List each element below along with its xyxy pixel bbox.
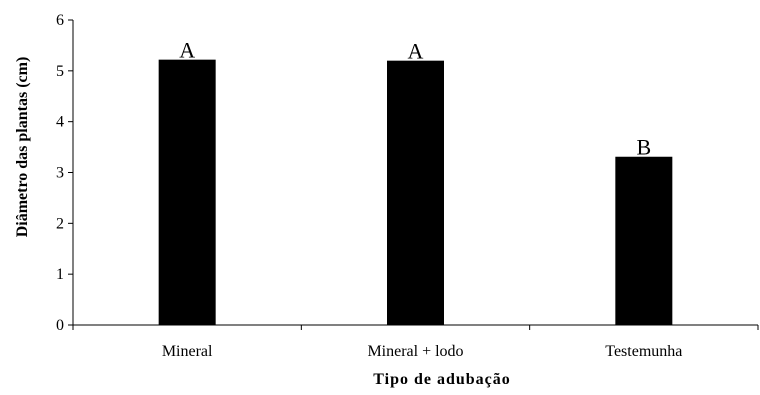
- y-tick-label: 6: [56, 12, 64, 29]
- x-category-label: Testemunha: [605, 343, 682, 360]
- x-axis-label: Tipo de adubação: [373, 371, 511, 388]
- y-tick-label: 5: [56, 63, 64, 80]
- y-tick-label: 2: [56, 215, 64, 232]
- y-axis-label: Diâmetro das plantas (cm): [14, 57, 31, 238]
- bar: [615, 156, 673, 325]
- y-tick-label: 0: [56, 317, 64, 334]
- y-tick-label: 3: [56, 165, 64, 182]
- significance-letter: B: [636, 135, 651, 160]
- x-category-label: Mineral + lodo: [367, 343, 463, 360]
- bar: [387, 60, 444, 326]
- y-tick-label: 1: [56, 266, 64, 283]
- x-category-label: Mineral: [162, 343, 213, 360]
- significance-letter: A: [179, 38, 195, 63]
- bar: [158, 59, 216, 326]
- significance-letter: A: [408, 39, 424, 64]
- y-tick-label: 4: [56, 114, 64, 131]
